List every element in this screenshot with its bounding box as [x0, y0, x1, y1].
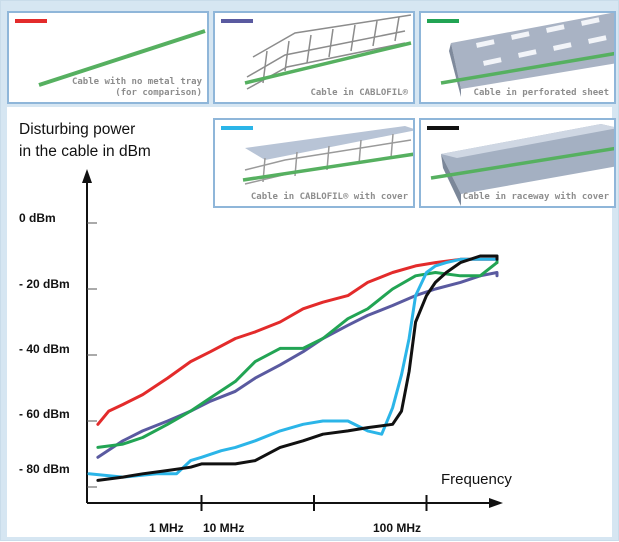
covered-wire-tray-image [242, 126, 413, 185]
series-line-4 [96, 254, 499, 482]
legend-panel-raceway: Cable in raceway with cover [419, 118, 616, 208]
legend-caption: Cable in raceway with cover [462, 192, 609, 202]
y-axis-arrow [82, 169, 92, 183]
y-axis-title-line-2: in the cable in dBm [19, 143, 151, 160]
y-tick-label: - 80 dBm [19, 462, 70, 476]
x-axis-title: Frequency [441, 471, 512, 488]
x-axis-arrow [489, 498, 503, 508]
legend-swatch [427, 126, 459, 130]
legend-caption: Cable in CABLOFIL® with cover [250, 192, 408, 202]
legend-panel-cablofil-cover: Cable in CABLOFIL® with cover [213, 118, 415, 208]
legend-panel-no-tray: Cable with no metal tray (for comparison… [7, 11, 209, 104]
legend-swatch [15, 19, 47, 23]
y-tick-label: - 60 dBm [19, 407, 70, 421]
legend-caption: Cable in CABLOFIL® [310, 88, 408, 98]
y-tick-label: - 20 dBm [19, 277, 70, 291]
legend-swatch [221, 19, 253, 23]
y-tick-label: - 40 dBm [19, 342, 70, 356]
series-line-2 [96, 257, 499, 449]
legend-panel-perforated: Cable in perforated sheet [419, 11, 616, 104]
x-tick-label: 1 MHz [149, 521, 184, 535]
legend-caption: Cable with no metal tray (for comparison… [71, 77, 202, 98]
y-tick-label: 0 dBm [19, 211, 56, 225]
perforated-tray-image [440, 13, 614, 97]
raceway-image [430, 124, 614, 206]
legend-panel-cablofil: Cable in CABLOFIL® [213, 11, 415, 104]
y-axis-title-line-1: Disturbing power [19, 121, 136, 138]
x-tick-label: 100 MHz [373, 521, 422, 535]
series-line-3 [87, 254, 499, 479]
x-tick-label: 10 MHz [203, 521, 245, 535]
cable-image [38, 29, 206, 87]
legend-swatch [427, 19, 459, 23]
wire-tray-image [244, 14, 412, 90]
y-axis-title: Disturbing power in the cable in dBm [19, 119, 151, 163]
series-line-0 [96, 257, 499, 426]
legend-swatch [221, 126, 253, 130]
legend-caption: Cable in perforated sheet [473, 88, 609, 98]
